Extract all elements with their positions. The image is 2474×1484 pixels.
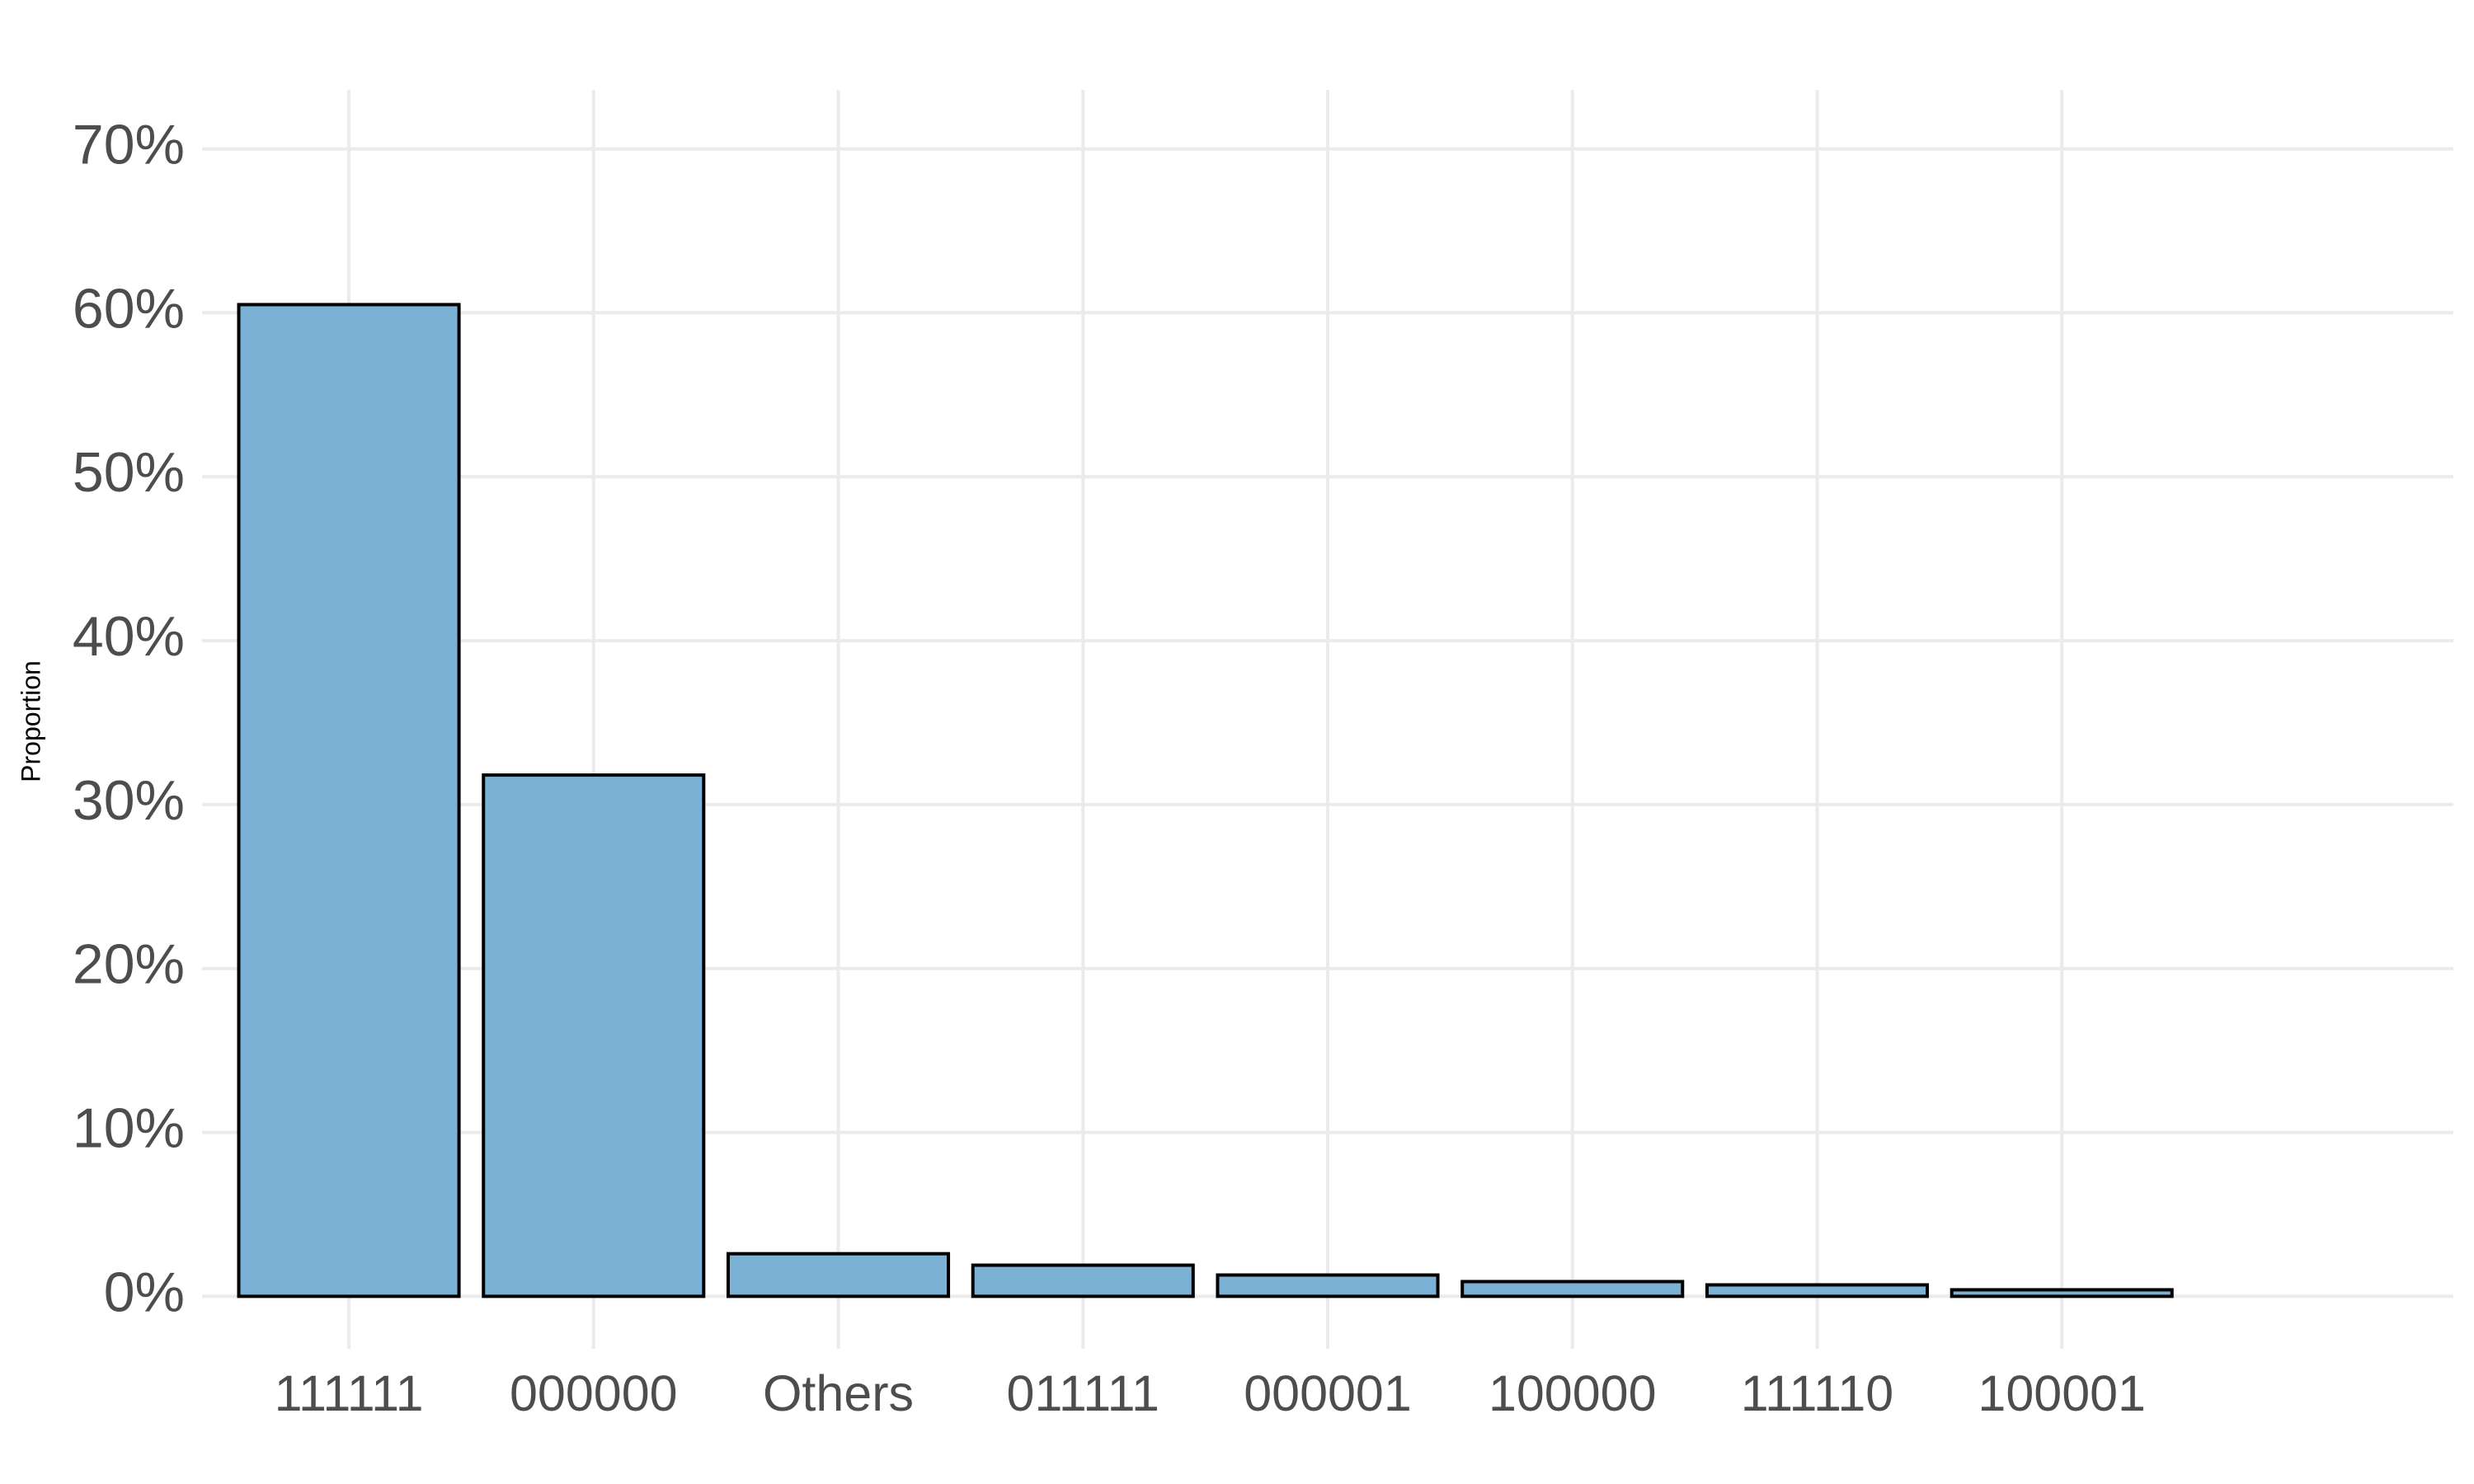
y-tick-label: 40% [73,605,185,668]
y-tick-label: 20% [73,933,185,996]
y-tick-label: 0% [104,1261,185,1323]
bar [971,1263,1195,1298]
x-tick-label: 000000 [510,1365,678,1421]
y-tick-label: 10% [73,1097,185,1160]
y-axis-label: Proportion [16,660,45,782]
bar [726,1252,951,1298]
x-tick-label: 100001 [1978,1365,2146,1421]
x-tick-label: 111111 [275,1365,424,1421]
y-tick-label: 30% [73,769,185,832]
x-tick-label: 000001 [1244,1365,1412,1421]
y-tick-label: 60% [73,277,185,340]
y-tick-label: 70% [73,114,185,176]
bar [1460,1280,1685,1298]
x-tick-label: Others [763,1365,914,1421]
bar [482,773,706,1298]
bar [1950,1288,2174,1298]
bar [237,303,461,1298]
bar [1216,1273,1440,1298]
x-tick-label: 011111 [1007,1365,1159,1421]
y-tick-label: 50% [73,441,185,504]
bar [1705,1283,1930,1298]
x-tick-label: 111110 [1741,1365,1893,1421]
x-tick-label: 100000 [1489,1365,1657,1421]
